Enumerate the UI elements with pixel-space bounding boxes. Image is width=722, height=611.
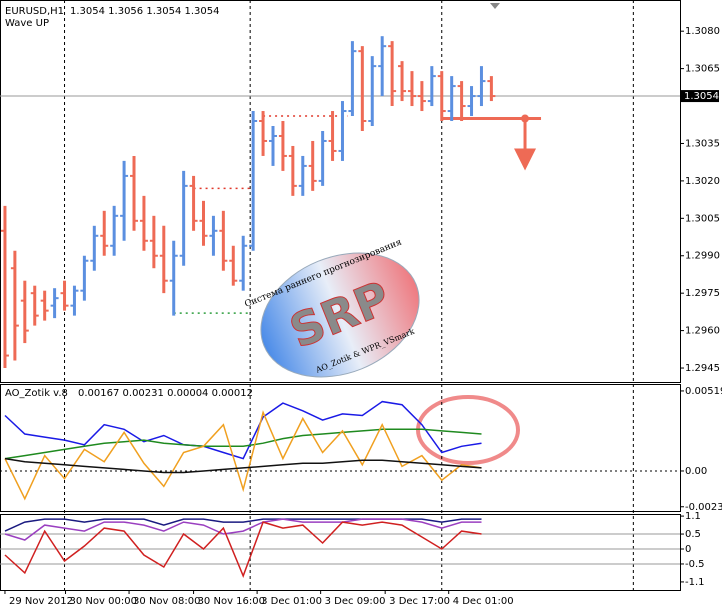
- y-tick-label: -0.00232: [685, 502, 722, 513]
- logo-ellipse: [260, 252, 420, 378]
- indicator-line: [4, 400, 482, 460]
- y-tick-label: 0.00: [685, 466, 707, 477]
- y-tick-label: 1.3005: [685, 213, 720, 224]
- last-price-box: [681, 90, 719, 103]
- y-tick-label: 1.3035: [685, 138, 720, 149]
- last-price-label: 1.3054: [684, 91, 719, 102]
- y-tick-label: 1.3080: [685, 26, 720, 37]
- y-tick-label: 1.1: [685, 511, 701, 522]
- x-tick-label: 3 Dec 01:00: [261, 596, 322, 607]
- subtitle: Wave UP: [5, 18, 49, 29]
- y-tick-label: 1.2990: [685, 251, 720, 262]
- y-tick-label: 0: [685, 544, 691, 555]
- panel-frames: [0, 0, 681, 591]
- y-tick-label: 1.2975: [685, 288, 720, 299]
- indicator-line: [4, 410, 482, 501]
- y-tick-label: 0.00519: [685, 386, 722, 397]
- indicator-line: [4, 428, 482, 460]
- x-tick-label: 30 Nov 16:00: [198, 596, 265, 607]
- indicator-line: [4, 457, 482, 474]
- x-tick-label: 29 Nov 2012: [9, 596, 73, 607]
- quote: 1.3054 1.3056 1.3054 1.3054: [70, 6, 220, 17]
- y-tick-label: 1.3020: [685, 176, 720, 187]
- y-tick-label: -0.5: [685, 559, 705, 570]
- x-tick-label: 30 Nov 00:00: [70, 596, 137, 607]
- symbol-title: EURUSD,H1: [5, 6, 64, 17]
- y-tick-label: -1.1: [685, 577, 705, 588]
- y-tick-label: 0.5: [685, 529, 701, 540]
- y-tick-label: 1.2945: [685, 363, 720, 374]
- y-tick-label: 1.2960: [685, 326, 720, 337]
- x-tick-label: 30 Nov 08:00: [133, 596, 200, 607]
- x-tick-label: 3 Dec 09:00: [325, 596, 386, 607]
- y-tick-label: 1.3065: [685, 64, 720, 75]
- x-tick-label: 4 Dec 01:00: [453, 596, 514, 607]
- shift-marker: [490, 3, 500, 9]
- indicator-line: [4, 521, 482, 578]
- level-arrow-head: [514, 148, 537, 171]
- indicator-line: [4, 518, 482, 541]
- indicator-title: AO_Zotik v.8: [5, 388, 68, 399]
- indicator-values: 0.00167 0.00231 0.00004 0.00012: [78, 388, 253, 399]
- x-tick-label: 3 Dec 17:00: [389, 596, 450, 607]
